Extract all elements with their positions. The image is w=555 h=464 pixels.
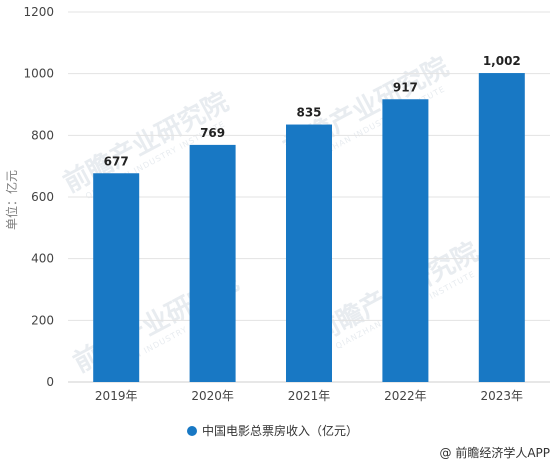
y-tick-label: 0 xyxy=(46,375,54,389)
data-label: 835 xyxy=(296,106,321,120)
source-credit: @ 前瞻经济学人APP xyxy=(440,445,551,460)
bar xyxy=(93,173,140,382)
bar xyxy=(286,124,332,383)
bar xyxy=(382,99,429,382)
y-tick-label: 800 xyxy=(31,128,54,142)
y-tick-label: 1000 xyxy=(23,67,54,81)
x-axis-ticks: 2019年 2020年 2021年 2022年 2023年 xyxy=(95,389,523,403)
y-tick-label: 200 xyxy=(31,313,54,327)
y-axis-ticks: 0 200 400 600 800 1000 1200 xyxy=(23,5,54,389)
legend-label: 中国电影总票房收入（亿元） xyxy=(202,423,358,438)
data-label: 769 xyxy=(200,126,225,140)
bars xyxy=(93,73,525,383)
data-label: 917 xyxy=(393,80,418,94)
x-tick-label: 2022年 xyxy=(384,389,427,403)
legend-marker xyxy=(187,426,197,436)
data-labels: 677 769 835 917 1,002 xyxy=(104,54,521,168)
x-tick-label: 2023年 xyxy=(481,389,524,403)
x-tick-label: 2019年 xyxy=(95,389,138,403)
x-tick-label: 2021年 xyxy=(288,389,331,403)
bar xyxy=(478,73,525,383)
legend: 中国电影总票房收入（亿元） xyxy=(187,423,358,438)
y-tick-label: 600 xyxy=(31,190,54,204)
y-tick-label: 1200 xyxy=(23,5,54,19)
y-tick-label: 400 xyxy=(31,252,54,266)
bar xyxy=(189,144,236,382)
x-tick-label: 2020年 xyxy=(191,389,234,403)
y-axis-label: 单位：亿元 xyxy=(4,170,19,230)
data-label: 677 xyxy=(104,154,129,168)
data-label: 1,002 xyxy=(483,54,521,68)
